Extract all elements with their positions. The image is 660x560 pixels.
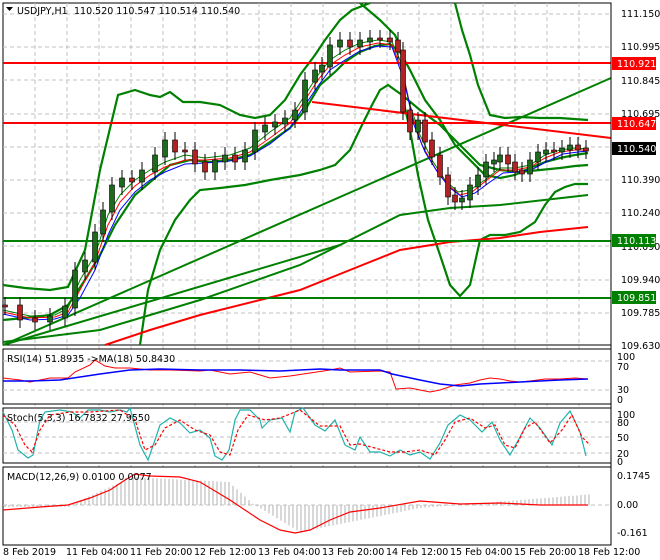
price-tick: 110.845 — [621, 76, 660, 87]
current-price-tag — [612, 142, 656, 155]
level-tag-text: 109.851 — [617, 293, 656, 304]
price-tick: 109.940 — [621, 275, 660, 286]
price-tick: 110.390 — [621, 175, 660, 186]
time-tick: 11 Feb 04:00 — [66, 547, 128, 558]
horizontal-levels — [3, 62, 611, 299]
stoch-tick: 0 — [617, 457, 623, 468]
price-tick: 109.785 — [621, 308, 660, 319]
price-tick: 110.995 — [621, 42, 660, 53]
time-tick: 15 Feb 20:00 — [514, 547, 576, 558]
time-axis[interactable]: 8 Feb 2019 11 Feb 04:00 11 Feb 20:00 12 … — [3, 547, 640, 558]
level-tag-text: 110.113 — [617, 236, 656, 247]
stoch-tick: 50 — [617, 433, 629, 444]
time-tick: 13 Feb 04:00 — [258, 547, 320, 558]
rsi-tick: 70 — [617, 362, 629, 373]
stochastic-label: Stoch(5,3,3) 16.7832 27.9550 — [7, 413, 150, 424]
macd-tick: -0.161 — [617, 528, 648, 539]
level-tag — [612, 291, 656, 304]
level-tag — [612, 117, 656, 130]
symbol-title: USDJPY,H1 — [17, 6, 68, 17]
macd-tick: 0.00 — [617, 500, 638, 511]
stoch-tick: 80 — [617, 418, 629, 429]
level-tag-text: 110.647 — [617, 119, 656, 130]
price-axis[interactable]: 111.150 110.995 110.845 110.695 110.390 … — [621, 9, 660, 352]
time-tick: 11 Feb 20:00 — [130, 547, 192, 558]
level-tag — [612, 57, 656, 70]
current-price-text: 110.540 — [617, 144, 656, 155]
time-tick: 8 Feb 2019 — [3, 547, 56, 558]
price-tick: 111.150 — [621, 9, 660, 20]
time-tick: 18 Feb 12:00 — [578, 547, 640, 558]
rsi-tick: 100 — [617, 352, 635, 363]
candlesticks — [2, 30, 589, 330]
ohlc-values: 110.520 110.547 110.514 110.540 — [74, 6, 240, 17]
time-tick: 12 Feb 12:00 — [194, 547, 256, 558]
price-tick: 110.240 — [621, 208, 660, 219]
level-tag-text: 110.921 — [617, 59, 656, 70]
triangle-down-icon[interactable] — [6, 7, 13, 11]
price-tick: 109.630 — [621, 341, 660, 352]
stoch-tick: 100 — [617, 410, 635, 421]
time-tick: 15 Feb 04:00 — [450, 547, 512, 558]
red-trendlines — [104, 101, 612, 346]
rsi-tick: 0 — [617, 395, 623, 406]
rsi-tick: 30 — [617, 385, 629, 396]
time-tick: 13 Feb 20:00 — [322, 547, 384, 558]
price-tick: 110.090 — [621, 242, 660, 253]
macd-tick: 0.1745 — [617, 471, 650, 482]
rsi-label: RSI(14) 51.8935 ->MA(18) 50.8430 — [7, 354, 175, 365]
stoch-tick: 20 — [617, 449, 629, 460]
time-tick: 14 Feb 12:00 — [386, 547, 448, 558]
macd-label: MACD(12,26,9) 0.0100 0.0077 — [7, 472, 152, 483]
price-tick: 110.695 — [621, 109, 660, 120]
level-tag — [612, 234, 656, 247]
